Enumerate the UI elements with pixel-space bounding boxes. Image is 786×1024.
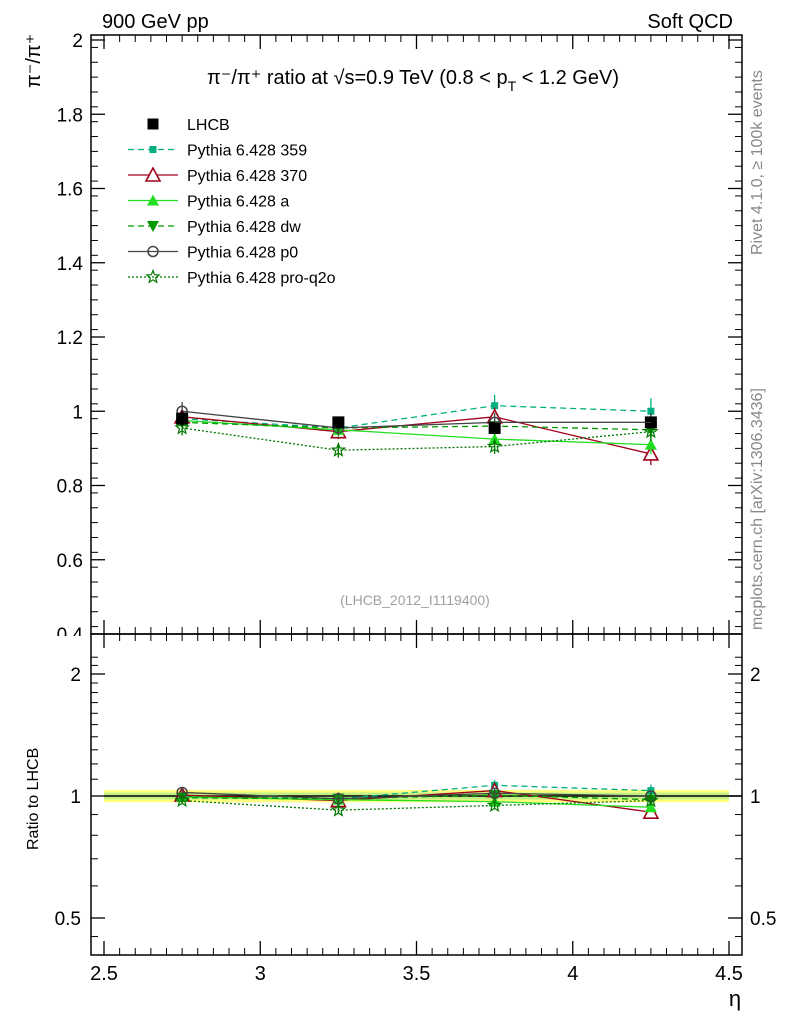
legend-label: Pythia 6.428 359 [187, 143, 307, 160]
x-tick-label: 2.5 [90, 963, 118, 985]
marker-open-circle [147, 245, 159, 258]
y-tick-label: 0.6 [57, 551, 83, 572]
y-tick-label: 1 [72, 402, 83, 423]
marker-small-square [149, 146, 157, 153]
ratio-tick-label: 2 [70, 665, 81, 686]
marker-open-triangle [144, 166, 162, 182]
header-right: Soft QCD [647, 11, 733, 33]
marker-triangle-down [147, 221, 159, 232]
legend-label: Pythia 6.428 pro-q2o [187, 270, 336, 287]
legend-entry: LHCB [147, 117, 230, 134]
series-pythia-6-428-a [176, 413, 657, 454]
ratio-series-line [182, 784, 651, 800]
legend-label: Pythia 6.428 p0 [187, 245, 298, 262]
legend-entry: Pythia 6.428 a [128, 194, 289, 211]
analysis-id: (LHCB_2012_I1119400) [340, 592, 490, 608]
legend-label: Pythia 6.428 370 [187, 168, 307, 185]
ratio-tick-label-right: 0.5 [750, 909, 776, 930]
x-tick-label: 4.5 [715, 963, 743, 985]
title-subscript: T [508, 78, 517, 94]
marker-square [176, 412, 189, 425]
title-prefix: π⁻/π⁺ ratio at √s=0.9 TeV (0.8 < p [207, 67, 508, 89]
legend: LHCB Pythia 6.428 359 Pythia 6.428 370 Pyth… [128, 117, 336, 287]
series-line [182, 427, 651, 451]
marker-star [174, 419, 190, 435]
main-panel: 0.60.811.21.41.61.820.4 [40, 31, 743, 650]
title-suffix: < 1.2 GeV) [516, 67, 619, 89]
tick-mask [40, 636, 90, 650]
y-tick-label: 1.8 [57, 105, 83, 126]
series-line [182, 416, 652, 455]
marker-star [643, 792, 659, 808]
series-line [182, 405, 651, 429]
legend-entry: Pythia 6.428 370 [128, 166, 307, 185]
marker-star [330, 802, 347, 817]
y-tick-label: 2 [72, 31, 83, 52]
marker-triangle [644, 801, 657, 813]
ratio-axis-label: Ratio to LHCB [25, 748, 42, 850]
legend-label: Pythia 6.428 a [187, 194, 289, 211]
marker-star [330, 442, 347, 457]
rivet-label: Rivet 4.1.0, ≥ 100k events [749, 70, 766, 255]
x-tick-label: 3.5 [403, 963, 431, 985]
marker-square [147, 118, 159, 130]
mcplots-label: mcplots.cern.ch [arXiv:1306.3436] [749, 388, 766, 630]
marker-star [486, 797, 503, 813]
y-axis-label: π⁻/π⁺ [23, 34, 45, 88]
series-line [182, 419, 651, 446]
y-tick-label: 0.8 [57, 477, 83, 498]
chart-title: π⁻/π⁺ ratio at √s=0.9 TeV (0.8 < pT < 1.… [207, 67, 619, 94]
x-tick-label: 4 [567, 963, 578, 985]
legend-entry: Pythia 6.428 p0 [128, 245, 298, 262]
x-tick-label: 3 [255, 963, 266, 985]
series-pythia-6-428-pro-q2o [174, 419, 659, 458]
marker-star [643, 423, 659, 439]
ratio-series-line [182, 791, 651, 800]
y-tick-label: 1.2 [57, 328, 83, 349]
marker-square [332, 416, 345, 429]
ratio-tick-label-right: 2 [750, 665, 761, 686]
y-tick-label: 1.4 [57, 254, 84, 275]
ratio-series-line [182, 796, 651, 808]
legend-entry: Pythia 6.428 dw [128, 219, 301, 236]
series-pythia-6-428-p0 [176, 401, 657, 436]
ratio-series-pythia-6-428-pro-q2o [174, 792, 659, 817]
marker-star [486, 438, 503, 454]
y-tick-label: 1.6 [57, 180, 83, 201]
x-axis-label: η [729, 986, 741, 1011]
marker-small-square [647, 407, 655, 415]
legend-label: Pythia 6.428 dw [187, 219, 301, 236]
series-lhcb [176, 411, 657, 434]
legend-label: LHCB [187, 117, 230, 134]
ratio-panel: 2.5 3 3.5 4 4.5 0.5 0.5 1 1 2 2 [55, 633, 776, 985]
marker-small-square [491, 402, 499, 410]
marker-triangle [147, 194, 159, 206]
marker-square [488, 421, 501, 434]
marker-star [174, 792, 190, 808]
header-left: 900 GeV pp [102, 11, 209, 33]
ratio-tick-label-right: 1 [750, 787, 761, 808]
ratio-tick-label: 1 [70, 787, 81, 808]
series-line [182, 421, 651, 431]
series-pythia-6-428-359 [178, 394, 655, 436]
ratio-series-line [182, 794, 651, 801]
ratio-tick-label: 0.5 [55, 909, 81, 930]
legend-entry: Pythia 6.428 359 [128, 143, 307, 160]
legend-entry: Pythia 6.428 pro-q2o [128, 268, 336, 287]
marker-triangle [644, 438, 657, 450]
marker-star [145, 268, 161, 284]
